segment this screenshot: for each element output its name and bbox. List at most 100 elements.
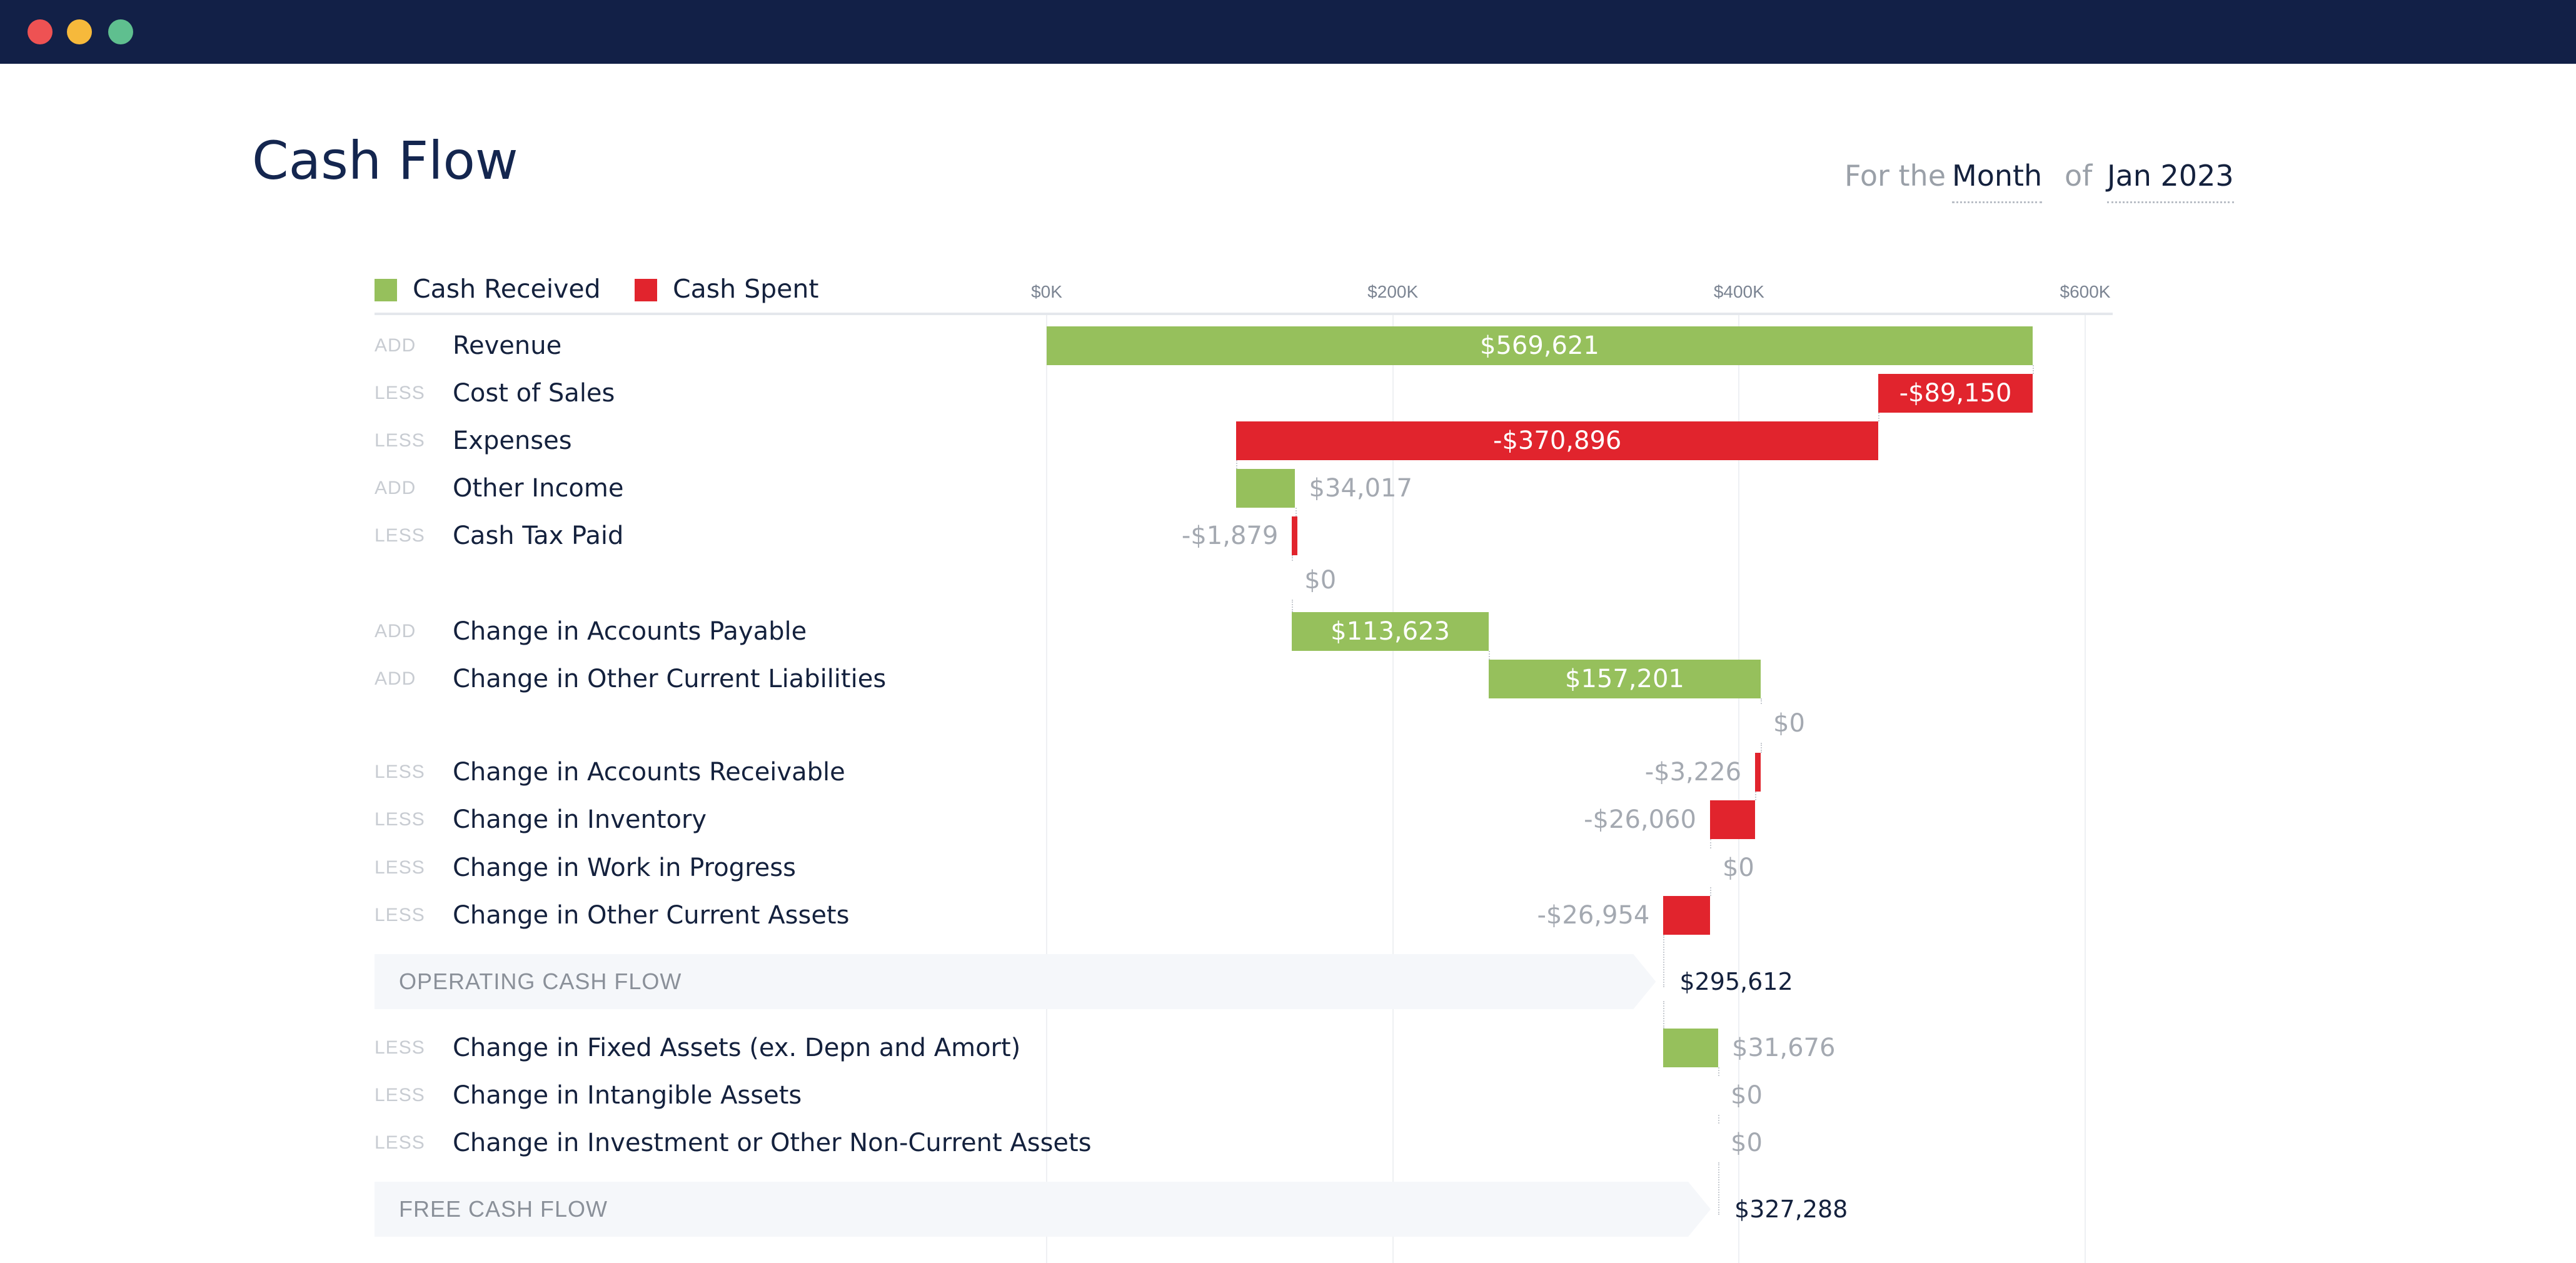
- row-label-revenue: Revenue: [453, 331, 562, 360]
- connector-line: [1718, 1162, 1720, 1215]
- waterfall-bar[interactable]: [1755, 753, 1761, 792]
- axis-tick-label: $400K: [1713, 282, 1764, 301]
- period-type-select[interactable]: Month: [1952, 159, 2043, 203]
- row-tag: LESS: [375, 525, 425, 546]
- bar-value-label: $113,623: [1331, 617, 1450, 646]
- legend-cash-spent: Cash Spent: [673, 274, 819, 304]
- waterfall-bar[interactable]: $113,623: [1292, 612, 1489, 651]
- row-label-other-income: Other Income: [453, 474, 624, 503]
- summary-band: [375, 1182, 1711, 1237]
- bar-value-label: -$370,896: [1493, 426, 1622, 455]
- row-label-change-in-accounts-payable: Change in Accounts Payable: [453, 617, 807, 646]
- bar-value-label: $31,676: [1732, 1034, 1836, 1062]
- waterfall-bar[interactable]: [1663, 896, 1710, 935]
- gridline: [1392, 315, 1394, 1263]
- bar-value-label: $0: [1773, 709, 1805, 738]
- row-tag: LESS: [375, 430, 425, 451]
- bar-value-label: -$89,150: [1899, 379, 2012, 408]
- window-titlebar: [0, 0, 2576, 64]
- waterfall-bar[interactable]: -$370,896: [1236, 421, 1879, 460]
- row-tag: LESS: [375, 1132, 425, 1153]
- connector-line: [1295, 508, 1297, 516]
- connector-line: [1236, 460, 1238, 469]
- axis-tick-label: $200K: [1367, 282, 1419, 301]
- row-label-change-in-intangible-assets: Change in Intangible Assets: [453, 1081, 802, 1110]
- row-label-change-in-other-current-liabilities: Change in Other Current Liabilities: [453, 665, 887, 693]
- waterfall-bar[interactable]: -$89,150: [1878, 374, 2033, 413]
- connector-line: [1292, 555, 1294, 561]
- row-label-change-in-other-current-assets: Change in Other Current Assets: [453, 901, 850, 930]
- summary-label-operating-cash-flow: OPERATING CASH FLOW: [399, 969, 682, 994]
- summary-band: [375, 954, 1656, 1009]
- row-tag: LESS: [375, 762, 425, 782]
- waterfall-bar[interactable]: $157,201: [1488, 660, 1761, 698]
- row-tag: ADD: [375, 621, 416, 642]
- bar-value-label: $569,621: [1480, 331, 1599, 360]
- legend-cash-received: Cash Received: [413, 274, 601, 304]
- row-tag: LESS: [375, 1037, 425, 1058]
- row-label-cash-tax-paid: Cash Tax Paid: [453, 521, 624, 550]
- row-tag: LESS: [375, 383, 425, 403]
- connector-line: [1761, 698, 1763, 704]
- row-tag: LESS: [375, 809, 425, 830]
- summary-value: $327,288: [1734, 1195, 1848, 1223]
- connector-line: [1761, 743, 1763, 753]
- row-tag: ADD: [375, 668, 416, 689]
- bar-value-label: $34,017: [1309, 474, 1412, 503]
- gridline: [1046, 315, 1047, 1263]
- bar-value-label: -$26,060: [1584, 805, 1696, 834]
- connector-line: [1718, 1115, 1720, 1124]
- waterfall-bar[interactable]: [1236, 469, 1296, 508]
- bar-value-label: $0: [1304, 566, 1337, 595]
- row-label-expenses: Expenses: [453, 426, 572, 455]
- row-label-change-in-fixed-assets-ex-depn-and-amort: Change in Fixed Assets (ex. Depn and Amo…: [453, 1034, 1021, 1062]
- row-label-change-in-accounts-receivable: Change in Accounts Receivable: [453, 758, 845, 787]
- connector-line: [1292, 600, 1294, 612]
- header-divider: [375, 313, 2113, 315]
- maximize-window-icon[interactable]: [108, 19, 133, 44]
- waterfall-bar[interactable]: [1709, 800, 1756, 839]
- axis-tick-label: $0K: [1031, 282, 1062, 301]
- row-tag: LESS: [375, 1085, 425, 1105]
- bar-value-label: $0: [1722, 853, 1754, 882]
- row-tag: ADD: [375, 335, 416, 356]
- connector-line: [1488, 651, 1490, 660]
- connector-line: [1755, 792, 1757, 800]
- summary-value: $295,612: [1679, 968, 1793, 995]
- bar-value-label: -$3,226: [1644, 758, 1742, 787]
- bar-value-label: $157,201: [1565, 665, 1684, 693]
- axis-tick-label: $600K: [2060, 282, 2111, 301]
- minimize-window-icon[interactable]: [67, 19, 92, 44]
- cash-spent-swatch: [635, 279, 657, 301]
- connector-line: [1718, 1067, 1720, 1076]
- row-tag: ADD: [375, 478, 416, 498]
- connector-line: [1709, 839, 1711, 848]
- waterfall-bar[interactable]: [1663, 1029, 1719, 1067]
- page-title: Cash Flow: [252, 130, 518, 191]
- period-date-select[interactable]: Jan 2023: [2107, 159, 2234, 203]
- connector-line: [1663, 935, 1665, 987]
- waterfall-bar[interactable]: [1292, 516, 1298, 555]
- connector-line: [2032, 365, 2034, 374]
- bar-value-label: $0: [1731, 1129, 1763, 1157]
- cash-received-swatch: [375, 279, 397, 301]
- row-label-change-in-inventory: Change in Inventory: [453, 805, 707, 834]
- waterfall-bar[interactable]: $569,621: [1047, 326, 2033, 365]
- row-tag: LESS: [375, 857, 425, 878]
- connector-line: [1878, 413, 1880, 421]
- row-label-cost-of-sales: Cost of Sales: [453, 379, 615, 408]
- period-prefix-label: For the: [1844, 159, 1946, 193]
- row-label-change-in-investment-or-other-non-current-assets: Change in Investment or Other Non-Curren…: [453, 1129, 1092, 1157]
- row-tag: LESS: [375, 905, 425, 925]
- row-label-change-in-work-in-progress: Change in Work in Progress: [453, 853, 796, 882]
- period-of-label: of: [2065, 159, 2093, 193]
- bar-value-label: -$26,954: [1537, 901, 1650, 930]
- connector-line: [1709, 887, 1711, 896]
- bar-value-label: -$1,879: [1181, 521, 1279, 550]
- connector-line: [1663, 1001, 1665, 1029]
- bar-value-label: $0: [1731, 1081, 1763, 1110]
- summary-label-free-cash-flow: FREE CASH FLOW: [399, 1196, 608, 1222]
- gridline: [2085, 315, 2086, 1263]
- close-window-icon[interactable]: [28, 19, 53, 44]
- gridline: [1738, 315, 1740, 1263]
